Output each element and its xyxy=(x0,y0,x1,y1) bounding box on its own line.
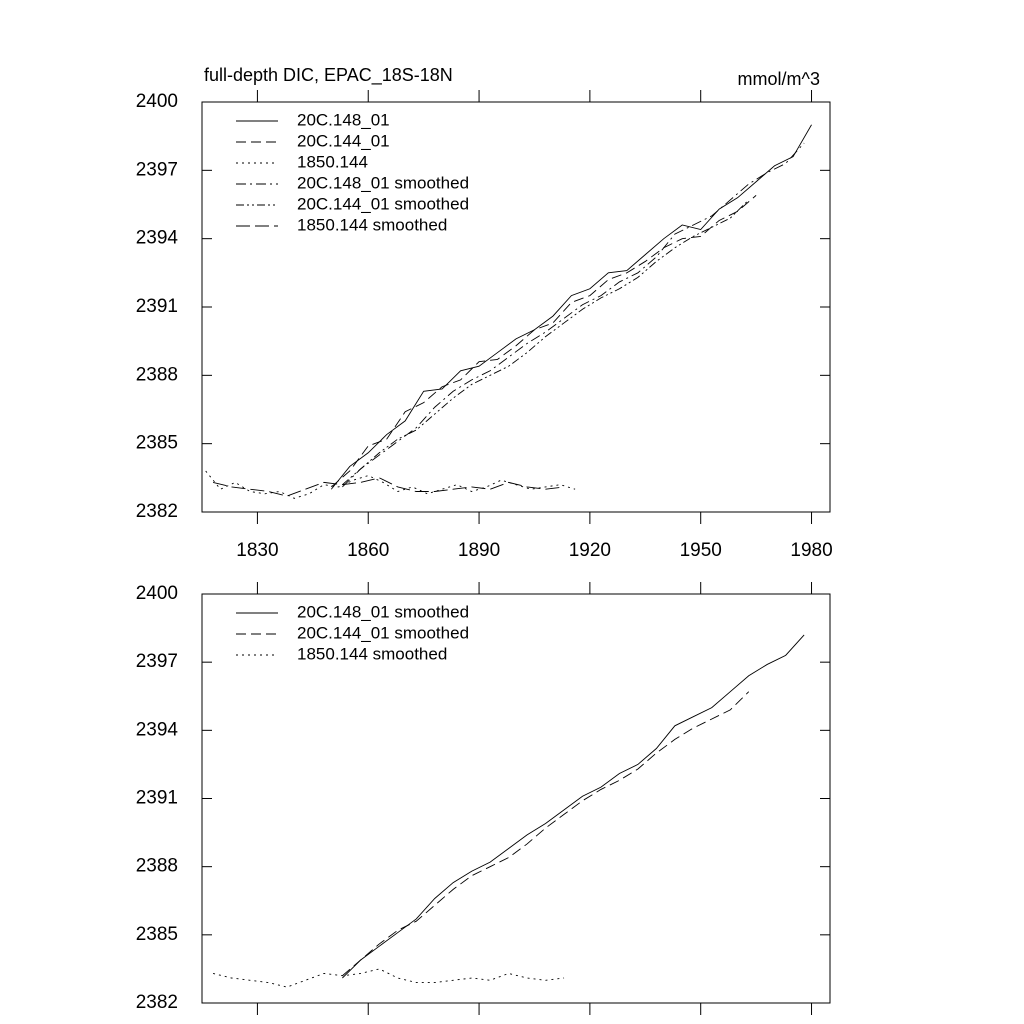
legend-label: 20C.148_01 smoothed xyxy=(297,602,469,621)
data-line xyxy=(342,199,750,486)
legend-label: 1850.144 smoothed xyxy=(297,644,447,663)
data-line xyxy=(212,968,565,988)
x-tick-label: 1860 xyxy=(347,540,389,561)
y-tick-label: 2391 xyxy=(136,788,178,809)
data-line xyxy=(342,142,805,488)
y-tick-label: 2391 xyxy=(136,296,178,317)
x-tick-label: 1980 xyxy=(790,540,832,561)
y-tick-label: 2388 xyxy=(136,364,178,385)
y-tick-label: 2388 xyxy=(136,856,178,877)
y-tick-label: 2400 xyxy=(136,583,178,604)
y-tick-label: 2385 xyxy=(136,433,178,454)
legend-label: 20C.148_01 smoothed xyxy=(297,173,469,192)
x-tick-label: 1950 xyxy=(680,540,722,561)
y-tick-label: 2397 xyxy=(136,651,178,672)
chart-title: full-depth DIC, EPAC_18S-18N xyxy=(204,65,453,86)
y-tick-label: 2385 xyxy=(136,924,178,945)
y-tick-label: 2394 xyxy=(136,228,179,249)
y-tick-label: 2394 xyxy=(136,719,179,740)
legend-label: 20C.144_01 smoothed xyxy=(297,623,469,642)
y-tick-label: 2382 xyxy=(136,992,178,1013)
y-tick-label: 2397 xyxy=(136,159,178,180)
legend-label: 1850.144 xyxy=(297,152,368,171)
legend-label: 1850.144 smoothed xyxy=(297,215,447,234)
y-tick-label: 2382 xyxy=(136,501,178,522)
data-line xyxy=(342,634,805,979)
data-line xyxy=(330,124,812,490)
legend-label: 20C.144_01 smoothed xyxy=(297,194,469,213)
data-line xyxy=(330,195,757,488)
x-tick-label: 1920 xyxy=(569,540,611,561)
units-label: mmol/m^3 xyxy=(738,69,820,89)
x-tick-label: 1830 xyxy=(236,540,278,561)
legend-label: 20C.148_01 xyxy=(297,110,390,129)
legend-label: 20C.144_01 xyxy=(297,131,390,150)
data-line xyxy=(212,477,565,497)
x-tick-label: 1890 xyxy=(458,540,500,561)
y-tick-label: 2400 xyxy=(136,91,178,112)
data-line xyxy=(342,691,750,977)
